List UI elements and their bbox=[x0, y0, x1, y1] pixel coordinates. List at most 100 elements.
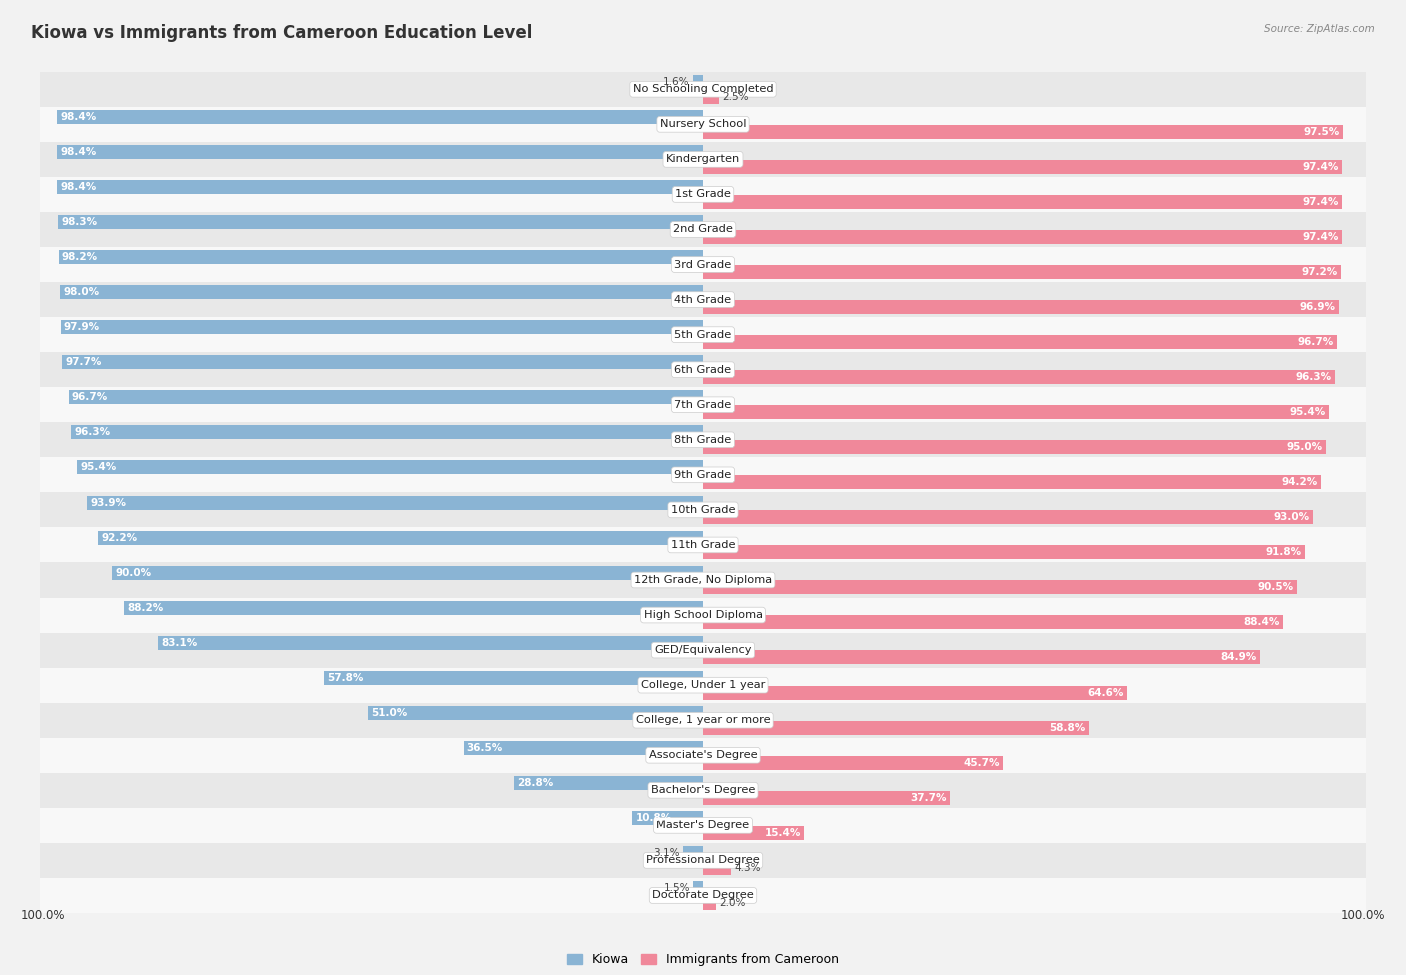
Text: 7th Grade: 7th Grade bbox=[675, 400, 731, 410]
Text: 88.2%: 88.2% bbox=[128, 603, 165, 612]
Bar bbox=[703, 475, 1322, 489]
Bar bbox=[59, 251, 703, 264]
Text: 98.4%: 98.4% bbox=[60, 147, 97, 157]
Bar bbox=[633, 811, 703, 825]
Bar bbox=[72, 425, 703, 440]
Bar bbox=[112, 566, 703, 580]
Bar bbox=[58, 145, 703, 159]
Bar bbox=[41, 141, 1365, 176]
Text: 15.4%: 15.4% bbox=[765, 828, 801, 838]
Bar bbox=[87, 495, 703, 510]
Bar bbox=[703, 545, 1305, 560]
Text: 51.0%: 51.0% bbox=[371, 708, 408, 718]
Text: 98.3%: 98.3% bbox=[62, 217, 97, 227]
Text: 98.0%: 98.0% bbox=[63, 288, 100, 297]
Text: 100.0%: 100.0% bbox=[1341, 910, 1385, 922]
Text: Bachelor's Degree: Bachelor's Degree bbox=[651, 785, 755, 796]
Text: College, Under 1 year: College, Under 1 year bbox=[641, 681, 765, 690]
Text: 90.5%: 90.5% bbox=[1257, 582, 1294, 593]
Text: 94.2%: 94.2% bbox=[1281, 477, 1317, 488]
Bar bbox=[41, 176, 1365, 212]
Bar bbox=[41, 282, 1365, 317]
Bar bbox=[41, 212, 1365, 247]
Bar bbox=[703, 370, 1334, 384]
Bar bbox=[60, 286, 703, 299]
Text: 12th Grade, No Diploma: 12th Grade, No Diploma bbox=[634, 575, 772, 585]
Bar bbox=[58, 180, 703, 194]
Bar bbox=[703, 791, 950, 804]
Text: High School Diploma: High School Diploma bbox=[644, 610, 762, 620]
Text: Source: ZipAtlas.com: Source: ZipAtlas.com bbox=[1264, 24, 1375, 34]
Bar bbox=[703, 195, 1343, 209]
Bar bbox=[41, 352, 1365, 387]
Text: 98.4%: 98.4% bbox=[60, 112, 97, 122]
Text: 93.0%: 93.0% bbox=[1274, 512, 1310, 523]
Text: 88.4%: 88.4% bbox=[1243, 617, 1279, 628]
Bar bbox=[683, 846, 703, 860]
Bar bbox=[703, 685, 1126, 699]
Bar bbox=[41, 633, 1365, 668]
Bar bbox=[77, 460, 703, 475]
Text: 10.8%: 10.8% bbox=[636, 813, 672, 823]
Bar bbox=[703, 615, 1284, 630]
Bar bbox=[515, 776, 703, 790]
Bar bbox=[69, 390, 703, 405]
Text: 11th Grade: 11th Grade bbox=[671, 540, 735, 550]
Text: 36.5%: 36.5% bbox=[467, 743, 503, 753]
Bar bbox=[41, 878, 1365, 913]
Bar bbox=[41, 738, 1365, 773]
Bar bbox=[41, 492, 1365, 527]
Text: Kindergarten: Kindergarten bbox=[666, 154, 740, 165]
Bar bbox=[703, 230, 1343, 244]
Text: 95.4%: 95.4% bbox=[80, 462, 117, 473]
Bar bbox=[41, 387, 1365, 422]
Text: 96.7%: 96.7% bbox=[72, 392, 108, 403]
Bar bbox=[703, 405, 1329, 419]
Text: College, 1 year or more: College, 1 year or more bbox=[636, 716, 770, 725]
Text: 1st Grade: 1st Grade bbox=[675, 189, 731, 200]
Bar bbox=[703, 335, 1337, 349]
Bar bbox=[58, 110, 703, 124]
Text: 84.9%: 84.9% bbox=[1220, 652, 1257, 662]
Text: 1.6%: 1.6% bbox=[662, 77, 689, 87]
Text: 96.3%: 96.3% bbox=[1295, 372, 1331, 382]
Bar bbox=[693, 881, 703, 895]
Text: 100.0%: 100.0% bbox=[21, 910, 65, 922]
Text: 83.1%: 83.1% bbox=[162, 638, 197, 647]
Bar bbox=[62, 355, 703, 370]
Bar bbox=[703, 896, 716, 910]
Text: 2.5%: 2.5% bbox=[723, 92, 749, 101]
Text: 92.2%: 92.2% bbox=[101, 532, 138, 543]
Text: 58.8%: 58.8% bbox=[1049, 722, 1085, 732]
Text: Doctorate Degree: Doctorate Degree bbox=[652, 890, 754, 901]
Bar bbox=[41, 317, 1365, 352]
Text: Professional Degree: Professional Degree bbox=[647, 855, 759, 866]
Text: 37.7%: 37.7% bbox=[911, 793, 948, 802]
Text: Kiowa vs Immigrants from Cameroon Education Level: Kiowa vs Immigrants from Cameroon Educat… bbox=[31, 24, 533, 42]
Bar bbox=[703, 580, 1296, 595]
Bar bbox=[41, 107, 1365, 141]
Bar bbox=[60, 320, 703, 334]
Text: 3rd Grade: 3rd Grade bbox=[675, 259, 731, 269]
Legend: Kiowa, Immigrants from Cameroon: Kiowa, Immigrants from Cameroon bbox=[561, 949, 845, 971]
Bar bbox=[703, 861, 731, 875]
Text: 90.0%: 90.0% bbox=[115, 567, 152, 577]
Bar bbox=[703, 826, 804, 839]
Text: 97.7%: 97.7% bbox=[65, 357, 101, 368]
Bar bbox=[124, 601, 703, 614]
Text: 98.2%: 98.2% bbox=[62, 253, 98, 262]
Text: 97.4%: 97.4% bbox=[1302, 197, 1339, 207]
Text: 95.4%: 95.4% bbox=[1289, 408, 1326, 417]
Bar bbox=[703, 440, 1326, 454]
Bar bbox=[41, 598, 1365, 633]
Bar bbox=[323, 671, 703, 684]
Bar bbox=[98, 530, 703, 545]
Text: 2nd Grade: 2nd Grade bbox=[673, 224, 733, 235]
Text: 10th Grade: 10th Grade bbox=[671, 505, 735, 515]
Bar bbox=[703, 125, 1343, 138]
Text: 97.9%: 97.9% bbox=[63, 323, 100, 332]
Bar bbox=[703, 265, 1341, 279]
Bar bbox=[41, 843, 1365, 878]
Bar bbox=[703, 650, 1260, 665]
Text: 6th Grade: 6th Grade bbox=[675, 365, 731, 374]
